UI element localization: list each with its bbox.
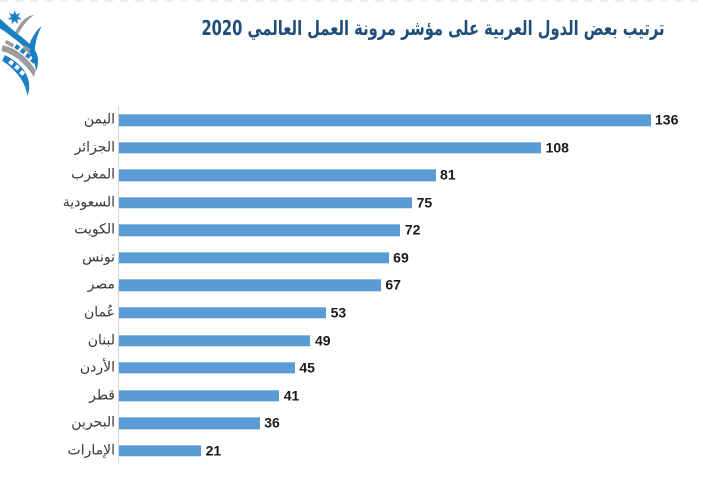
bar: [119, 197, 413, 209]
bar-row: الأردن 45: [0, 354, 703, 382]
bar: [119, 334, 311, 347]
value-label: 45: [299, 359, 315, 376]
category-label: الكويت: [74, 221, 115, 238]
bar-row: مصر 67: [0, 272, 703, 300]
bar: [119, 252, 389, 264]
category-label: الأردن: [79, 359, 115, 376]
value-label: 136: [655, 111, 679, 128]
star-ribbon-emblem-icon: [0, 10, 42, 96]
value-label: 108: [545, 139, 569, 156]
bar: [119, 114, 651, 126]
bar: [119, 445, 202, 457]
bar-row: المغرب 81: [0, 161, 703, 189]
bar: [119, 307, 327, 319]
value-label: 41: [283, 387, 300, 404]
value-label: 67: [385, 276, 401, 293]
category-label: البحرين: [71, 414, 115, 431]
bar-row: عُمان 53: [0, 299, 703, 327]
value-label: 75: [416, 194, 433, 211]
bar: [119, 362, 295, 374]
value-label: 49: [314, 332, 331, 349]
bar-row: اليمن 136: [0, 106, 703, 134]
category-label: عُمان: [84, 304, 115, 321]
bar: [119, 417, 260, 429]
bar-row: تونس 69: [0, 244, 703, 272]
bar-row: الإمارات 21: [0, 437, 703, 465]
category-label: الإمارات: [67, 442, 115, 459]
bar-row: البحرين 36: [0, 409, 703, 437]
bar-row: قطر 41: [0, 382, 703, 410]
bar-row: الكويت 72: [0, 217, 703, 245]
category-axis-line: [118, 106, 119, 464]
category-label: المغرب: [71, 166, 115, 183]
bar: [119, 142, 542, 154]
bar: [119, 279, 381, 292]
value-label: 21: [205, 442, 222, 459]
top-dashed-border: [0, 0, 703, 2]
category-label: قطر: [89, 387, 115, 404]
bar-row: الجزائر 108: [0, 134, 703, 162]
value-label: 53: [330, 304, 347, 321]
bar-row: لبنان 49: [0, 327, 703, 355]
value-label: 36: [264, 414, 280, 431]
category-label: السعودية: [62, 194, 115, 211]
chart-title: ترتيب بعض الدول العربية على مؤشر مرونة ا…: [201, 16, 665, 40]
value-label: 81: [440, 166, 456, 183]
bar: [119, 169, 436, 181]
value-label: 72: [404, 221, 421, 238]
bar: [119, 224, 401, 237]
bar-row: السعودية 75: [0, 189, 703, 217]
category-label: تونس: [82, 249, 115, 266]
category-label: مصر: [87, 276, 115, 293]
category-label: الجزائر: [74, 139, 115, 156]
category-label: اليمن: [83, 111, 115, 128]
bar: [119, 389, 280, 402]
value-label: 69: [393, 249, 409, 266]
category-label: لبنان: [87, 332, 115, 349]
